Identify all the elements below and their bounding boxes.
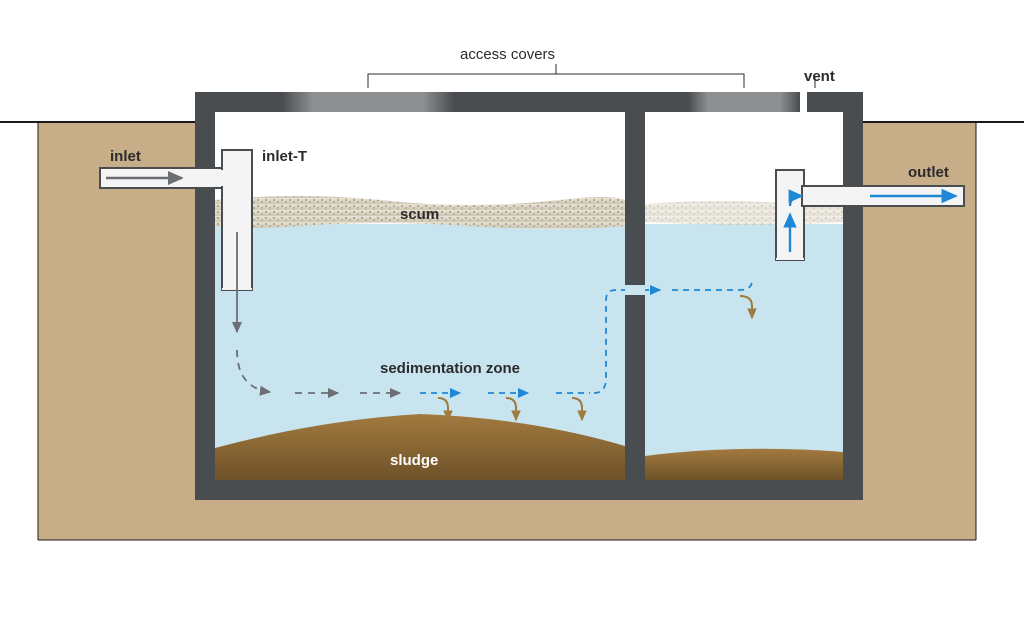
diagram-svg [0,0,1024,639]
access-cover-left [282,92,454,112]
septic-tank-diagram: access covers vent inlet inlet-T outlet … [0,0,1024,639]
sludge-right [645,449,843,480]
label-inlet: inlet [110,148,141,165]
access-cover-right [688,92,800,112]
label-access-covers: access covers [460,46,555,63]
access-covers-bracket [368,64,744,88]
label-sludge: sludge [390,452,438,469]
label-inlet-t: inlet-T [262,148,307,165]
vent-gap [800,92,807,112]
label-sedimentation-zone: sedimentation zone [380,360,520,377]
label-vent: vent [804,68,835,85]
label-outlet: outlet [908,164,949,181]
partition-opening [625,284,645,296]
label-scum: scum [400,206,439,223]
